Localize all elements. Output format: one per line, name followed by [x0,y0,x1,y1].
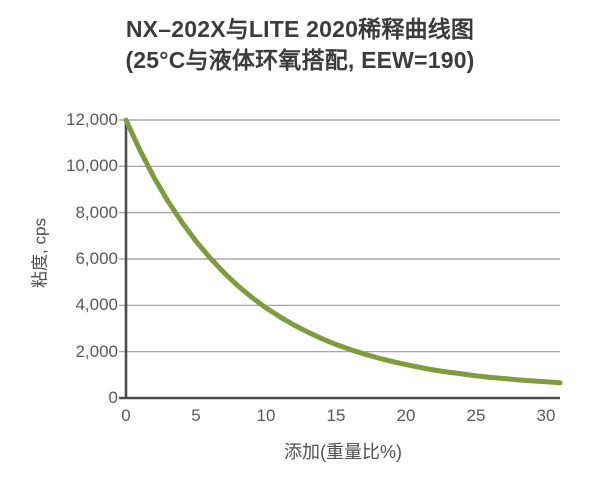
x-tick-label: 30 [536,406,556,425]
y-tick-label: 6,000 [75,249,118,268]
y-tick-label: 2,000 [75,341,118,361]
x-axis-title: 添加(重量比%) [284,442,402,462]
y-axis-title: 粘度, cps [30,218,50,288]
x-tick-label: 10 [256,406,276,425]
y-tick-label: 8,000 [75,202,118,222]
x-tick-label: 25 [466,406,486,425]
dilution-curve [123,117,563,386]
y-tick-label: 4,000 [75,295,118,315]
y-tick-label: 12,000 [66,110,118,129]
x-tick-label: 20 [396,406,416,425]
chart-title-block: NX–202X与LITE 2020稀释曲线图 (25°C与液体环氧搭配, EEW… [0,14,600,76]
y-tick-label: 0 [108,388,118,407]
x-tick-label: 15 [326,406,346,425]
chart-subtitle: (25°C与液体环氧搭配, EEW=190) [125,47,475,73]
x-tick-label: 5 [191,406,201,425]
x-tick-label: 0 [121,406,131,425]
y-tick-label: 10,000 [66,156,118,176]
chart-title: NX–202X与LITE 2020稀释曲线图 [125,16,475,42]
